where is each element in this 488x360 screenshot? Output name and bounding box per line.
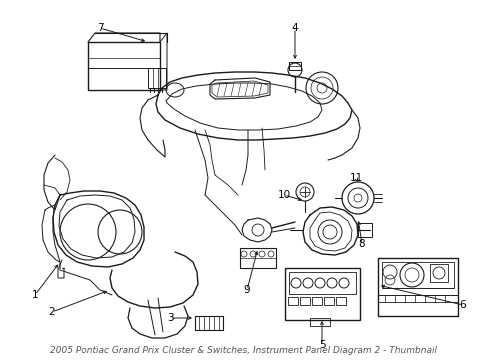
Text: 7: 7 [97,23,103,33]
Text: 9: 9 [243,285,250,295]
Bar [324,297,333,305]
Text: 3: 3 [166,313,173,323]
Bar [288,62,301,70]
Text: 2: 2 [49,307,55,317]
Text: 6: 6 [459,300,466,310]
Text: 4: 4 [291,23,298,33]
Bar [299,297,309,305]
Text: 8: 8 [358,239,365,249]
Bar [335,297,346,305]
Bar [357,223,371,237]
Bar [311,297,321,305]
Bar [309,318,329,326]
Bar [381,262,453,288]
Bar [240,248,275,268]
Text: 5: 5 [318,340,325,350]
Bar [429,264,447,282]
Text: 11: 11 [348,173,362,183]
Text: 2005 Pontiac Grand Prix Cluster & Switches, Instrument Panel Diagram 2 - Thumbna: 2005 Pontiac Grand Prix Cluster & Switch… [50,346,437,355]
Bar [287,297,297,305]
Text: 1: 1 [32,290,38,300]
Text: 10: 10 [277,190,290,200]
Bar [195,316,223,330]
Bar [148,68,165,88]
Bar [288,272,355,294]
Bar [285,268,359,320]
Bar [88,42,160,90]
Bar [377,258,457,316]
